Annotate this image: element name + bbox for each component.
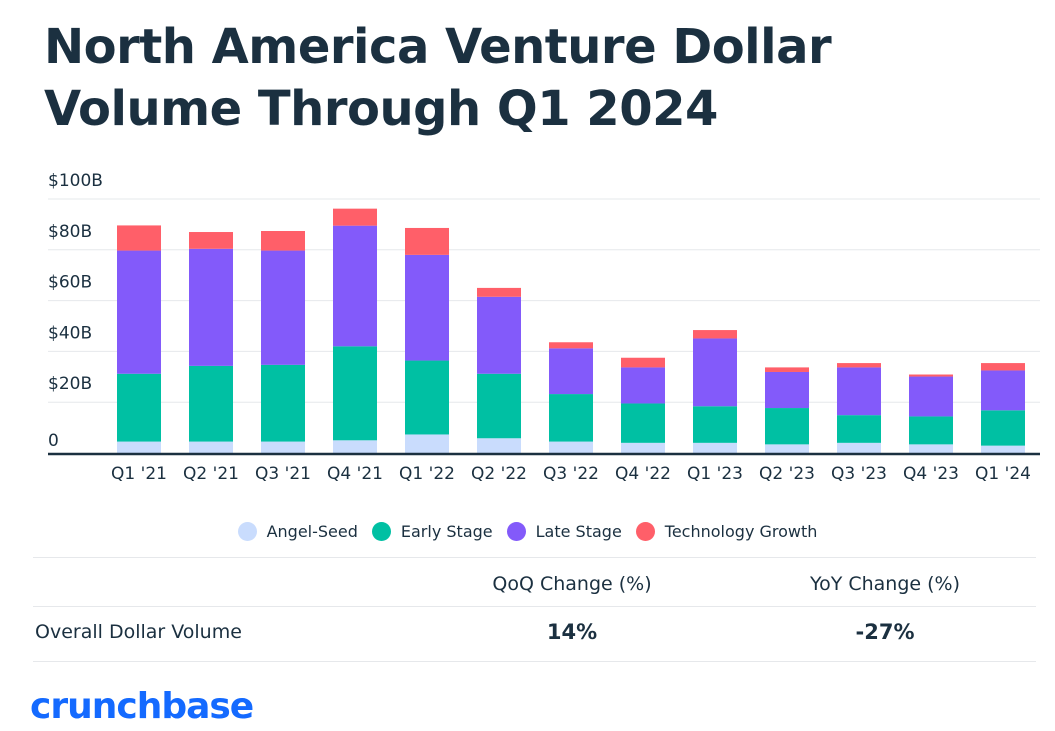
yoy-header: YoY Change (%) xyxy=(809,573,960,595)
bar-segment-angel-seed xyxy=(549,441,593,453)
legend-item-technology-growth: Technology Growth xyxy=(635,522,818,541)
bar-segment-technology-growth xyxy=(765,367,809,372)
bar-segment-late-stage xyxy=(477,296,521,374)
legend-swatch xyxy=(635,522,655,541)
legend-label: Angel-Seed xyxy=(266,522,358,541)
legend-item-angel-seed: Angel-Seed xyxy=(237,522,358,541)
bar-segment-angel-seed xyxy=(405,434,449,453)
y-tick-label: $40B xyxy=(48,323,92,343)
bar-segment-technology-growth xyxy=(477,287,521,297)
bar-segment-late-stage xyxy=(189,248,233,366)
bar-segment-angel-seed xyxy=(189,441,233,453)
x-tick-label: Q4 '22 xyxy=(615,464,671,484)
bar-segment-angel-seed xyxy=(621,442,665,453)
bar-segment-early-stage xyxy=(117,373,161,442)
row-label: Overall Dollar Volume xyxy=(35,621,242,643)
bar-segment-late-stage xyxy=(405,254,449,361)
bar-segment-angel-seed xyxy=(909,444,953,453)
bar-segment-technology-growth xyxy=(117,225,161,251)
qoq-value: 14% xyxy=(546,620,598,644)
bar-segment-early-stage xyxy=(909,416,953,445)
legend: Angel-Seed Early Stage Late Stage Techno… xyxy=(0,522,1055,541)
bar-segment-late-stage xyxy=(909,376,953,417)
bar-segment-early-stage xyxy=(189,365,233,442)
x-tick-label: Q3 '22 xyxy=(543,464,599,484)
divider xyxy=(33,557,1036,558)
bar-segment-early-stage xyxy=(405,360,449,435)
y-tick-label: $80B xyxy=(48,222,92,242)
divider xyxy=(33,606,1036,607)
bar-segment-angel-seed xyxy=(333,440,377,453)
bar-segment-technology-growth xyxy=(909,374,953,377)
legend-swatch xyxy=(371,522,391,541)
legend-swatch xyxy=(506,522,526,541)
bar-segment-early-stage xyxy=(549,394,593,442)
y-tick-label: $60B xyxy=(48,273,92,293)
x-tick-label: Q3 '21 xyxy=(255,464,311,484)
legend-label: Late Stage xyxy=(535,522,622,541)
bar-segment-technology-growth xyxy=(549,342,593,349)
x-tick-label: Q4 '23 xyxy=(903,464,959,484)
x-tick-label: Q2 '21 xyxy=(183,464,239,484)
bar-segment-technology-growth xyxy=(189,232,233,249)
x-tick-label: Q2 '22 xyxy=(471,464,527,484)
bar-segment-technology-growth xyxy=(837,363,881,368)
x-tick-label: Q1 '23 xyxy=(687,464,743,484)
bar-segment-technology-growth xyxy=(405,227,449,255)
legend-item-late-stage: Late Stage xyxy=(506,522,622,541)
bar-segment-angel-seed xyxy=(261,441,305,453)
bar-segment-late-stage xyxy=(117,250,161,374)
bar-segment-late-stage xyxy=(693,338,737,407)
divider xyxy=(33,661,1036,662)
x-tick-label: Q2 '23 xyxy=(759,464,815,484)
yoy-value: -27% xyxy=(855,620,915,644)
bar-segment-angel-seed xyxy=(981,445,1025,453)
bar-segment-early-stage xyxy=(765,408,809,445)
bar-segment-late-stage xyxy=(837,367,881,416)
legend-label: Early Stage xyxy=(400,522,493,541)
bar-segment-early-stage xyxy=(333,346,377,441)
bar-segment-early-stage xyxy=(837,415,881,443)
bar-segment-late-stage xyxy=(621,367,665,404)
x-tick-label: Q1 '22 xyxy=(399,464,455,484)
bar-segment-early-stage xyxy=(693,406,737,443)
y-tick-label: $20B xyxy=(48,374,92,394)
x-tick-label: Q1 '21 xyxy=(111,464,167,484)
bar-segment-early-stage xyxy=(477,373,521,439)
x-tick-label: Q1 '24 xyxy=(975,464,1031,484)
bar-segment-angel-seed xyxy=(765,444,809,453)
bar-segment-technology-growth xyxy=(981,363,1025,371)
bar-segment-late-stage xyxy=(549,348,593,395)
bar-segment-technology-growth xyxy=(261,231,305,251)
bar-segment-early-stage xyxy=(621,403,665,443)
legend-swatch xyxy=(237,522,257,541)
bar-segment-angel-seed xyxy=(693,442,737,453)
bar-segment-angel-seed xyxy=(477,438,521,453)
bar-segment-late-stage xyxy=(765,371,809,409)
bar-segment-early-stage xyxy=(261,364,305,442)
bar-segment-technology-growth xyxy=(693,330,737,339)
legend-label: Technology Growth xyxy=(664,522,818,541)
crunchbase-logo: crunchbase xyxy=(30,686,254,727)
bar-segment-late-stage xyxy=(333,225,377,347)
stacked-bar-chart: 0 $20B $40B $60B $80B $100B Q1 '21 Q2 '21 Q3 '21… xyxy=(48,171,1040,484)
y-tick-label: 0 xyxy=(48,431,59,451)
qoq-header: QoQ Change (%) xyxy=(492,573,652,595)
bar-segment-late-stage xyxy=(981,370,1025,411)
bar-segment-early-stage xyxy=(981,410,1025,446)
x-tick-label: Q4 '21 xyxy=(327,464,383,484)
bar-segment-angel-seed xyxy=(117,441,161,453)
bar-segment-angel-seed xyxy=(837,442,881,453)
y-tick-label: $100B xyxy=(48,171,103,191)
bar-segment-technology-growth xyxy=(621,357,665,368)
x-tick-label: Q3 '23 xyxy=(831,464,887,484)
chart-title: North America Venture Dollar Volume Thro… xyxy=(44,19,832,137)
legend-item-early-stage: Early Stage xyxy=(371,522,493,541)
bar-segment-late-stage xyxy=(261,250,305,365)
bar-segment-technology-growth xyxy=(333,208,377,226)
